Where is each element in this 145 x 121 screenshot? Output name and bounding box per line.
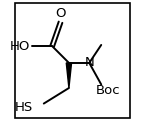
Text: HO: HO — [10, 40, 30, 53]
Text: O: O — [55, 7, 66, 20]
Text: N: N — [84, 56, 94, 69]
Text: HS: HS — [14, 101, 33, 114]
Text: Boc: Boc — [96, 84, 121, 97]
Polygon shape — [66, 63, 71, 88]
